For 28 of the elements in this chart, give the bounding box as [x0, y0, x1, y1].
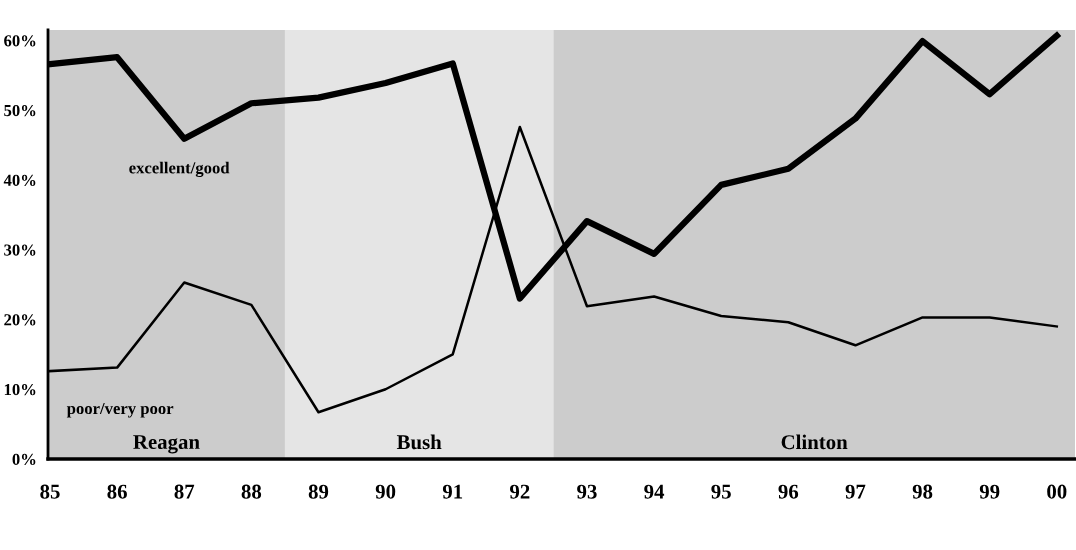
y-tick-label: 10% [4, 383, 36, 396]
y-tick-label: 20% [4, 314, 36, 326]
y-tick-label: 0% [12, 453, 36, 465]
x-tick-label: 95 [711, 484, 731, 499]
y-tick-label: 40% [3, 174, 36, 186]
x-tick-label: 98 [912, 484, 933, 499]
band-label: Bush [396, 434, 442, 450]
x-tick-label: 92 [510, 484, 530, 499]
x-tick-label: 91 [442, 484, 463, 499]
x-tick-label: 97 [845, 484, 866, 499]
x-tick-label: 85 [40, 484, 60, 499]
x-tick-label: 87 [174, 484, 195, 499]
y-tick-label: 30% [4, 244, 36, 256]
x-tick-label: 88 [241, 484, 262, 499]
series-label: excellent/good [129, 161, 230, 177]
series-label: poor/very poor [66, 402, 174, 418]
x-tick-label: 93 [577, 484, 597, 499]
x-tick-label: 96 [778, 484, 799, 499]
x-tick-label: 90 [375, 484, 396, 499]
band-label: Reagan [133, 435, 200, 454]
x-tick-label: 00 [1047, 484, 1067, 499]
x-tick-label: 99 [979, 484, 1000, 499]
x-tick-label: 86 [107, 484, 127, 499]
y-tick-label: 60% [4, 35, 36, 47]
x-tick-label: 94 [644, 484, 665, 499]
band-label: Clinton [781, 434, 848, 450]
x-tick-label: 89 [308, 484, 329, 499]
y-tick-label: 50% [4, 104, 36, 117]
